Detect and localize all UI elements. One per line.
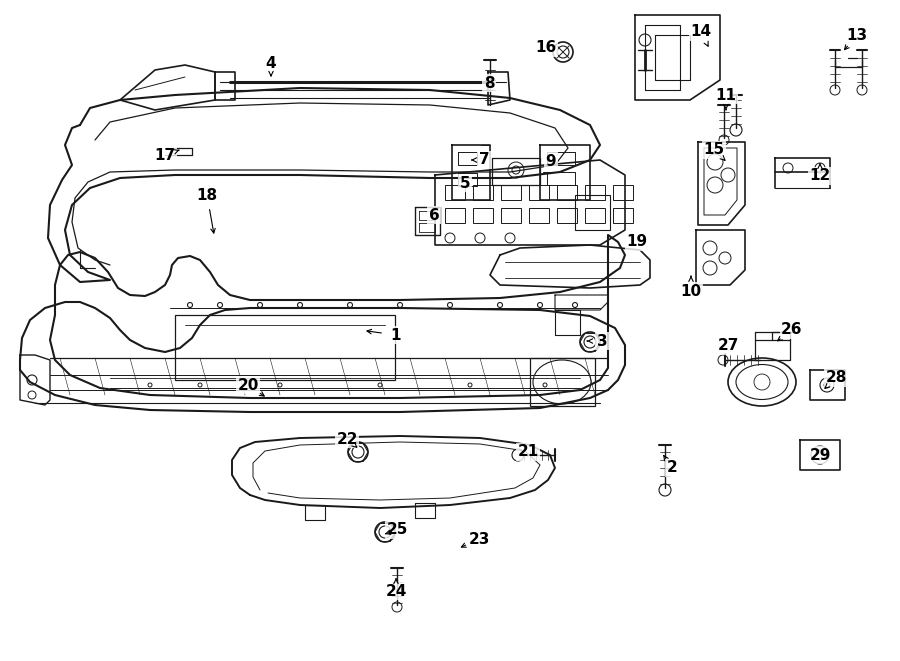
Text: 7: 7 — [479, 153, 490, 167]
Bar — [585, 185, 605, 200]
Text: 13: 13 — [846, 28, 868, 42]
Bar — [585, 208, 605, 223]
Bar — [473, 208, 493, 223]
Text: 14: 14 — [690, 24, 712, 40]
Bar — [613, 185, 633, 200]
Text: 22: 22 — [337, 432, 358, 446]
Bar — [575, 195, 610, 230]
Bar — [473, 185, 493, 200]
Bar — [175, 315, 395, 380]
Bar — [445, 208, 465, 223]
Bar — [501, 208, 521, 223]
Text: 23: 23 — [468, 531, 490, 547]
Text: 17: 17 — [155, 147, 176, 163]
Text: 12: 12 — [809, 169, 831, 184]
Text: 6: 6 — [428, 208, 439, 223]
Bar — [613, 208, 633, 223]
Bar — [529, 208, 549, 223]
Bar — [557, 185, 577, 200]
Text: 19: 19 — [626, 235, 648, 249]
Text: 10: 10 — [680, 284, 702, 299]
Text: 29: 29 — [809, 447, 831, 463]
Bar — [501, 185, 521, 200]
Text: 28: 28 — [825, 371, 847, 385]
Text: 3: 3 — [597, 334, 608, 348]
Text: 25: 25 — [386, 522, 408, 537]
Text: 26: 26 — [781, 323, 803, 338]
Text: 27: 27 — [717, 338, 739, 354]
Text: 24: 24 — [385, 584, 407, 598]
Text: 11: 11 — [716, 87, 736, 102]
Text: 21: 21 — [518, 444, 538, 459]
Text: 9: 9 — [545, 153, 556, 169]
Bar — [530, 358, 595, 406]
Text: 2: 2 — [667, 461, 678, 475]
Bar — [557, 208, 577, 223]
Text: 15: 15 — [704, 143, 725, 157]
Text: 5: 5 — [460, 176, 471, 190]
Text: 20: 20 — [238, 377, 258, 393]
Text: 4: 4 — [266, 56, 276, 71]
Text: 1: 1 — [391, 327, 401, 342]
Bar — [529, 185, 549, 200]
Text: 16: 16 — [536, 40, 556, 56]
Text: 8: 8 — [483, 75, 494, 91]
Bar — [445, 185, 465, 200]
Text: 18: 18 — [196, 188, 218, 202]
